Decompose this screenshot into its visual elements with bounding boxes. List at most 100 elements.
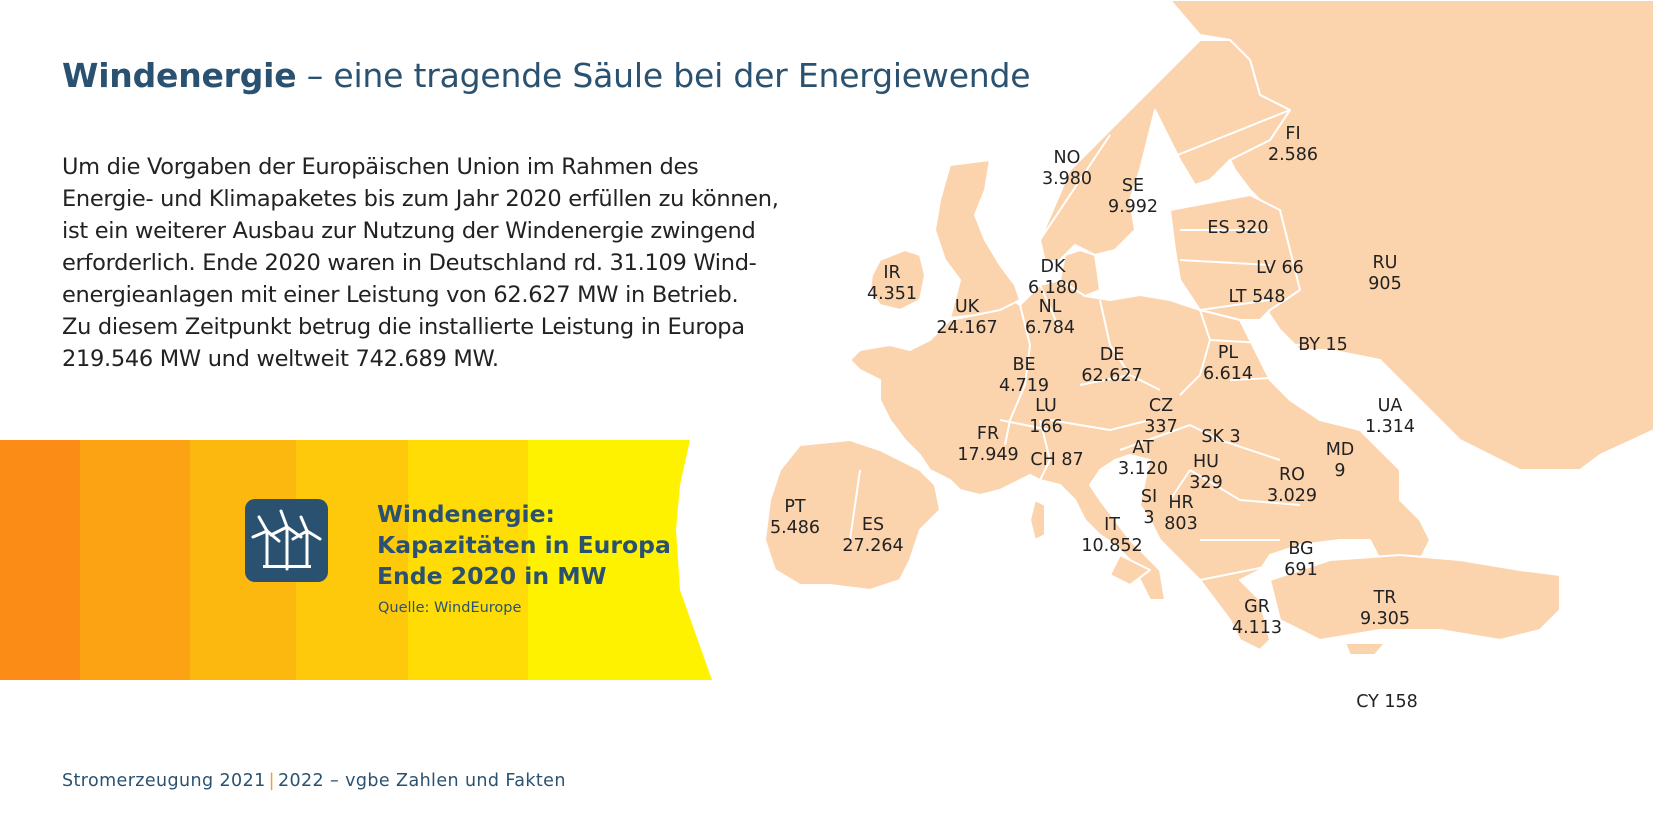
map-label-be: BE 4.719 xyxy=(999,355,1049,397)
map-label-text: 6.784 xyxy=(1024,318,1076,338)
map-label-text: IT xyxy=(1104,515,1120,535)
map-label-bg: BG 691 xyxy=(1284,539,1317,581)
map-label-se: SE 9.992 xyxy=(1108,176,1158,218)
map-label-text: 6.180 xyxy=(1027,278,1079,298)
map-label-uk: UK 24.167 xyxy=(936,297,997,339)
map-label-text: UA xyxy=(1377,396,1403,416)
wind-turbines-icon xyxy=(245,499,328,582)
map-label-text: 9 xyxy=(1334,461,1346,481)
map-label-text: DK xyxy=(1040,257,1066,277)
source-note: Quelle: WindEurope xyxy=(378,600,522,616)
map-label-text: UK xyxy=(954,297,980,317)
map-label-by: BY 15 xyxy=(1298,335,1348,356)
map-label-at: AT 3.120 xyxy=(1118,438,1168,480)
infobox-title-line: Ende 2020 in MW xyxy=(377,562,607,590)
map-label-lt: LT 548 xyxy=(1229,287,1286,308)
map-label-text: 2.586 xyxy=(1267,145,1319,165)
map-label-text: 3.980 xyxy=(1041,169,1093,189)
map-label-text: LV 66 xyxy=(1256,258,1304,278)
map-label-text: 3.120 xyxy=(1117,459,1169,479)
map-label-text: LU xyxy=(1035,396,1057,416)
infobox-title-line: Windenergie: xyxy=(377,500,555,528)
map-label-text: 24.167 xyxy=(936,318,998,338)
map-label-text: TR xyxy=(1373,588,1397,608)
map-label-text: HR xyxy=(1168,493,1194,513)
map-label-es: ES 27.264 xyxy=(842,515,903,557)
map-label-text: PL xyxy=(1217,343,1239,363)
map-label-dk: DK 6.180 xyxy=(1028,257,1078,299)
map-label-text: 3.029 xyxy=(1266,486,1318,506)
map-label-text: 62.627 xyxy=(1081,366,1143,386)
map-label-text: 9.305 xyxy=(1359,609,1411,629)
map-label-lv: LV 66 xyxy=(1256,258,1304,279)
map-label-ee: ES 320 xyxy=(1207,218,1268,239)
map-label-text: BY 15 xyxy=(1298,335,1348,355)
map-label-cy: CY 158 xyxy=(1356,692,1418,713)
map-label-text: NO xyxy=(1053,148,1081,168)
map-label-lu: LU 166 xyxy=(1029,396,1062,438)
map-label-text: 17.949 xyxy=(957,445,1019,465)
map-label-text: 9.992 xyxy=(1107,197,1159,217)
map-label-ir: IR 4.351 xyxy=(867,263,917,305)
intro-line: Um die Vorgaben der Europäischen Union i… xyxy=(62,154,699,180)
europe-map: FI 2.586 NO 3.980 SE 9.992 ES 320 LV 66 RU 9… xyxy=(760,0,1654,720)
map-label-de: DE 62.627 xyxy=(1081,345,1142,387)
page-title-bold: Windenergie xyxy=(62,56,297,95)
map-label-text: 4.719 xyxy=(998,376,1050,396)
infobox-title-line: Kapazitäten in Europa xyxy=(377,531,671,559)
map-label-pt: PT 5.486 xyxy=(770,497,820,539)
map-label-text: 10.852 xyxy=(1081,536,1143,556)
map-label-text: 5.486 xyxy=(769,518,821,538)
map-label-text: 905 xyxy=(1368,274,1402,294)
map-label-text: PT xyxy=(784,497,806,517)
map-label-sk: SK 3 xyxy=(1201,427,1240,448)
map-label-hu: HU 329 xyxy=(1189,452,1222,494)
map-label-text: 6.614 xyxy=(1202,364,1254,384)
intro-line: energieanlagen mit einer Leistung von 62… xyxy=(62,282,739,308)
map-label-text: 691 xyxy=(1284,560,1318,580)
intro-line: 219.546 MW und weltweit 742.689 MW. xyxy=(62,346,499,372)
map-label-text: 337 xyxy=(1144,417,1178,437)
map-label-text: 803 xyxy=(1164,514,1198,534)
intro-line: Zu diesem Zeitpunkt betrug die installie… xyxy=(62,314,745,340)
europe-map-shape xyxy=(764,0,1654,656)
map-label-ru: RU 905 xyxy=(1368,253,1401,295)
map-label-text: AT xyxy=(1132,438,1154,458)
map-label-text: 27.264 xyxy=(842,536,904,556)
map-label-text: FI xyxy=(1285,124,1301,144)
page-title-rest: – eine tragende Säule bei der Energiewen… xyxy=(296,56,1031,95)
map-label-text: GR xyxy=(1244,597,1270,617)
map-label-it: IT 10.852 xyxy=(1081,515,1142,557)
map-label-text: CY 158 xyxy=(1356,692,1418,712)
map-label-ro: RO 3.029 xyxy=(1267,465,1317,507)
map-label-text: 1.314 xyxy=(1364,417,1416,437)
footer-separator: | xyxy=(268,771,275,791)
map-label-text: NL xyxy=(1038,297,1062,317)
map-label-text: 3 xyxy=(1143,508,1155,528)
intro-line: ist ein weiterer Ausbau zur Nutzung der … xyxy=(62,218,756,244)
map-label-text: ES 320 xyxy=(1207,218,1269,238)
map-label-text: SK 3 xyxy=(1201,427,1241,447)
map-label-text: SE xyxy=(1121,176,1145,196)
map-label-ch: CH 87 xyxy=(1030,450,1083,471)
map-label-text: FR xyxy=(976,424,1000,444)
map-label-text: ES xyxy=(861,515,885,535)
map-label-fi: FI 2.586 xyxy=(1268,124,1318,166)
map-label-text: CH 87 xyxy=(1030,450,1084,470)
map-label-text: BG xyxy=(1288,539,1314,559)
infobox-title: Windenergie: Kapazitäten in Europa Ende … xyxy=(377,499,677,592)
map-label-pl: PL 6.614 xyxy=(1203,343,1253,385)
map-label-text: 4.351 xyxy=(866,284,918,304)
map-label-text: SI xyxy=(1140,487,1158,507)
map-label-si: SI 3 xyxy=(1141,487,1157,529)
map-label-nl: NL 6.784 xyxy=(1025,297,1075,339)
page-title: Windenergie – eine tragende Säule bei de… xyxy=(62,56,1031,95)
intro-paragraph: Um die Vorgaben der Europäischen Union i… xyxy=(62,151,822,375)
map-label-text: RU xyxy=(1372,253,1398,273)
map-label-text: BE xyxy=(1012,355,1036,375)
map-label-text: LT 548 xyxy=(1228,287,1286,307)
map-label-text: DE xyxy=(1099,345,1125,365)
map-label-text: RO xyxy=(1279,465,1305,485)
map-label-cz: CZ 337 xyxy=(1144,396,1177,438)
map-label-text: HU xyxy=(1193,452,1219,472)
